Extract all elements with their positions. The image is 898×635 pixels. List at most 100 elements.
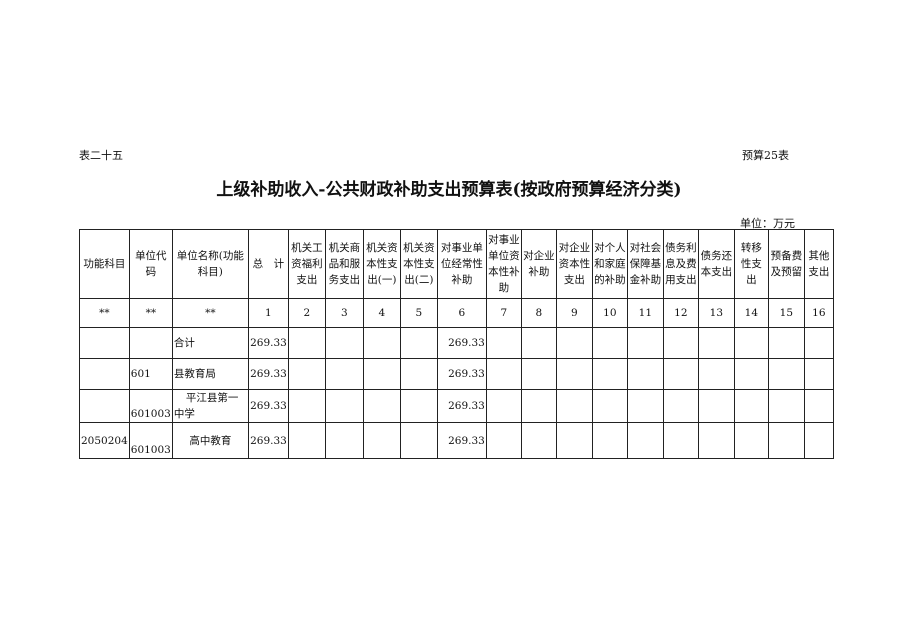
column-header: 机关工资福利支出 — [287, 229, 326, 299]
table-cell — [733, 422, 769, 459]
column-header: 机关资本性支出(一) — [362, 229, 401, 299]
column-header: 转移性支出 — [733, 229, 769, 299]
recurring-subsidy-cell: 269.33 — [436, 389, 487, 423]
table-number: 表二十五 — [79, 149, 123, 162]
table-cell — [767, 358, 805, 390]
column-index: 16 — [803, 298, 834, 328]
column-header: 债务还本支出 — [697, 229, 735, 299]
column-index: 1 — [247, 298, 289, 328]
column-header: 对个人和家庭的补助 — [591, 229, 628, 299]
unit-code-cell — [128, 327, 173, 359]
column-index: 13 — [697, 298, 735, 328]
recurring-subsidy-cell: 269.33 — [436, 422, 487, 459]
table-cell — [803, 422, 834, 459]
table-cell — [591, 358, 628, 390]
unit-label: 单位：万元 — [740, 217, 795, 230]
table-cell — [520, 389, 557, 423]
table-cell — [399, 389, 438, 423]
table-cell — [662, 358, 699, 390]
table-cell — [287, 389, 326, 423]
table-cell — [324, 327, 364, 359]
column-index: ** — [79, 298, 130, 328]
table-cell — [399, 422, 438, 459]
table-cell — [520, 327, 557, 359]
column-index: 7 — [485, 298, 522, 328]
column-index: 3 — [324, 298, 364, 328]
table-row: 601003 平江县第一中学 269.33 269.33 — [79, 389, 834, 423]
column-index: 11 — [626, 298, 664, 328]
column-header: 单位代码 — [128, 229, 173, 299]
table-cell — [485, 358, 522, 390]
table-row: 601 县教育局 269.33 269.33 — [79, 358, 834, 390]
table-cell — [485, 389, 522, 423]
function-code-cell — [79, 327, 130, 359]
table-cell — [324, 358, 364, 390]
column-header: 总 计 — [247, 229, 289, 299]
column-header: 对事业单位经常性补助 — [436, 229, 487, 299]
unit-name-cell: 合计 — [171, 327, 249, 359]
table-cell — [626, 389, 664, 423]
table-cell — [287, 422, 326, 459]
table-cell — [733, 327, 769, 359]
table-cell — [697, 389, 735, 423]
table-cell — [520, 358, 557, 390]
table-cell — [626, 422, 664, 459]
table-cell — [591, 327, 628, 359]
unit-code-cell: 601003 — [128, 389, 173, 423]
table-cell — [767, 327, 805, 359]
column-index: 2 — [287, 298, 326, 328]
table-cell — [767, 389, 805, 423]
table-cell — [626, 358, 664, 390]
table-cell — [803, 358, 834, 390]
total-cell: 269.33 — [247, 389, 289, 423]
page-title: 上级补助收入-公共财政补助支出预算表(按政府预算经济分类) — [216, 180, 682, 200]
table-cell — [555, 358, 593, 390]
column-header: 功能科目 — [79, 229, 130, 299]
header-row: 功能科目 单位代码 单位名称(功能科目) 总 计机关工资福利支出 机关商品和服务支出 机关… — [79, 229, 834, 299]
column-index: 10 — [591, 298, 628, 328]
function-code-cell — [79, 389, 130, 423]
table-cell — [733, 358, 769, 390]
total-cell: 269.33 — [247, 422, 289, 459]
table-cell — [399, 327, 438, 359]
table-cell — [591, 389, 628, 423]
table-cell — [591, 422, 628, 459]
unit-name-cell: 县教育局 — [171, 358, 249, 390]
table-cell — [697, 327, 735, 359]
column-header: 机关商品和服务支出 — [324, 229, 364, 299]
column-index: 5 — [399, 298, 438, 328]
column-index: 14 — [733, 298, 769, 328]
table-cell — [697, 358, 735, 390]
table-cell — [485, 327, 522, 359]
table-cell — [520, 422, 557, 459]
table-cell — [555, 327, 593, 359]
table-cell — [324, 422, 364, 459]
table-cell — [662, 327, 699, 359]
column-index: 6 — [436, 298, 487, 328]
column-header: 其他支出 — [803, 229, 834, 299]
column-header: 对企业补助 — [520, 229, 557, 299]
column-index: ** — [171, 298, 249, 328]
column-header: 预备费及预留 — [767, 229, 805, 299]
index-row: ** ** ** 1 2 3 4 5 6 7 8 9 10 11 12 13 14 15 16 — [79, 298, 834, 328]
table-cell — [324, 389, 364, 423]
column-index: 15 — [767, 298, 805, 328]
table-cell — [626, 327, 664, 359]
table-cell — [362, 389, 401, 423]
table-cell — [399, 358, 438, 390]
table-row: 合计 269.33 269.33 — [79, 327, 834, 359]
unit-name-cell: 高中教育 — [171, 422, 249, 459]
column-index: 4 — [362, 298, 401, 328]
table-cell — [803, 389, 834, 423]
column-header: 对事业单位资本性补助 — [485, 229, 522, 299]
column-header: 对社会保障基金补助 — [626, 229, 664, 299]
total-cell: 269.33 — [247, 358, 289, 390]
table-cell — [767, 422, 805, 459]
column-header: 债务利息及费用支出 — [662, 229, 699, 299]
unit-name-cell: 平江县第一中学 — [171, 389, 249, 423]
column-index: 12 — [662, 298, 699, 328]
table-cell — [287, 327, 326, 359]
column-index: ** — [128, 298, 173, 328]
unit-code-cell: 601003 — [128, 422, 173, 459]
table-cell — [362, 358, 401, 390]
